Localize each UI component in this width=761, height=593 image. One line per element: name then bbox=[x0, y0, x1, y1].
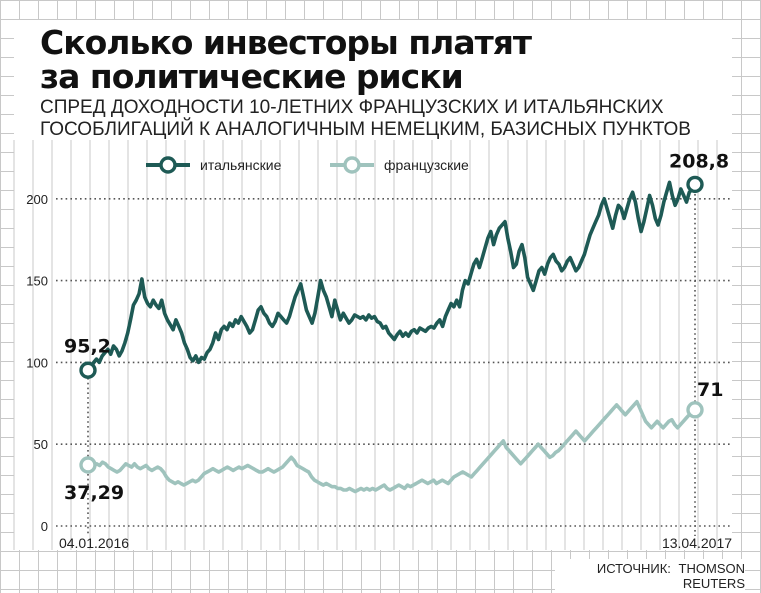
value-label-italian-end: 208,8 bbox=[669, 150, 729, 172]
series-line-french bbox=[86, 399, 697, 494]
value-label-french-start: 37,29 bbox=[64, 482, 124, 504]
source-prefix: ИСТОЧНИК: bbox=[596, 561, 671, 576]
chart-subtitle-line-1: СПРЕД ДОХОДНОСТИ 10-ЛЕТНИХ ФРАНЦУЗСКИХ И… bbox=[40, 97, 664, 118]
value-label-french-end: 71 bbox=[697, 379, 723, 401]
chart-title: Сколько инвесторы платят за политические… bbox=[14, 20, 732, 104]
legend-label-italian: итальянские bbox=[200, 157, 282, 173]
marker-italian-end bbox=[686, 175, 704, 194]
source-note: ИСТОЧНИК: THOMSON REUTERS bbox=[555, 559, 745, 593]
marker-french-end bbox=[686, 401, 704, 419]
y-tick-label: 200 bbox=[26, 192, 48, 207]
legend-label-french: французские bbox=[384, 157, 469, 173]
x-start-label: 04.01.2016 bbox=[59, 535, 129, 551]
legend-marker-italian bbox=[159, 156, 177, 174]
marker-italian-start bbox=[79, 361, 97, 379]
legend-marker-french bbox=[343, 156, 361, 174]
chart-title-line-2: за политические риски bbox=[40, 57, 464, 96]
marker-french-start bbox=[79, 456, 97, 474]
source-name: THOMSON REUTERS bbox=[678, 561, 745, 591]
y-tick-label: 150 bbox=[26, 274, 48, 289]
series-line-italian bbox=[86, 180, 697, 373]
chart-title-line-1: Сколько инвесторы платят bbox=[40, 23, 532, 62]
value-label-italian-start: 95,2 bbox=[64, 335, 111, 357]
y-tick-label: 0 bbox=[41, 519, 48, 534]
chart-subtitle: СПРЕД ДОХОДНОСТИ 10-ЛЕТНИХ ФРАНЦУЗСКИХ И… bbox=[14, 95, 732, 145]
y-tick-label: 50 bbox=[34, 437, 48, 452]
chart-subtitle-line-2: ГОСОБЛИГАЦИЙ К АНАЛОГИЧНЫМ НЕМЕЦКИМ, БАЗ… bbox=[40, 119, 691, 140]
plot-background bbox=[14, 140, 732, 550]
x-end-label: 13.04.2017 bbox=[662, 535, 732, 551]
y-tick-label: 100 bbox=[26, 355, 48, 370]
